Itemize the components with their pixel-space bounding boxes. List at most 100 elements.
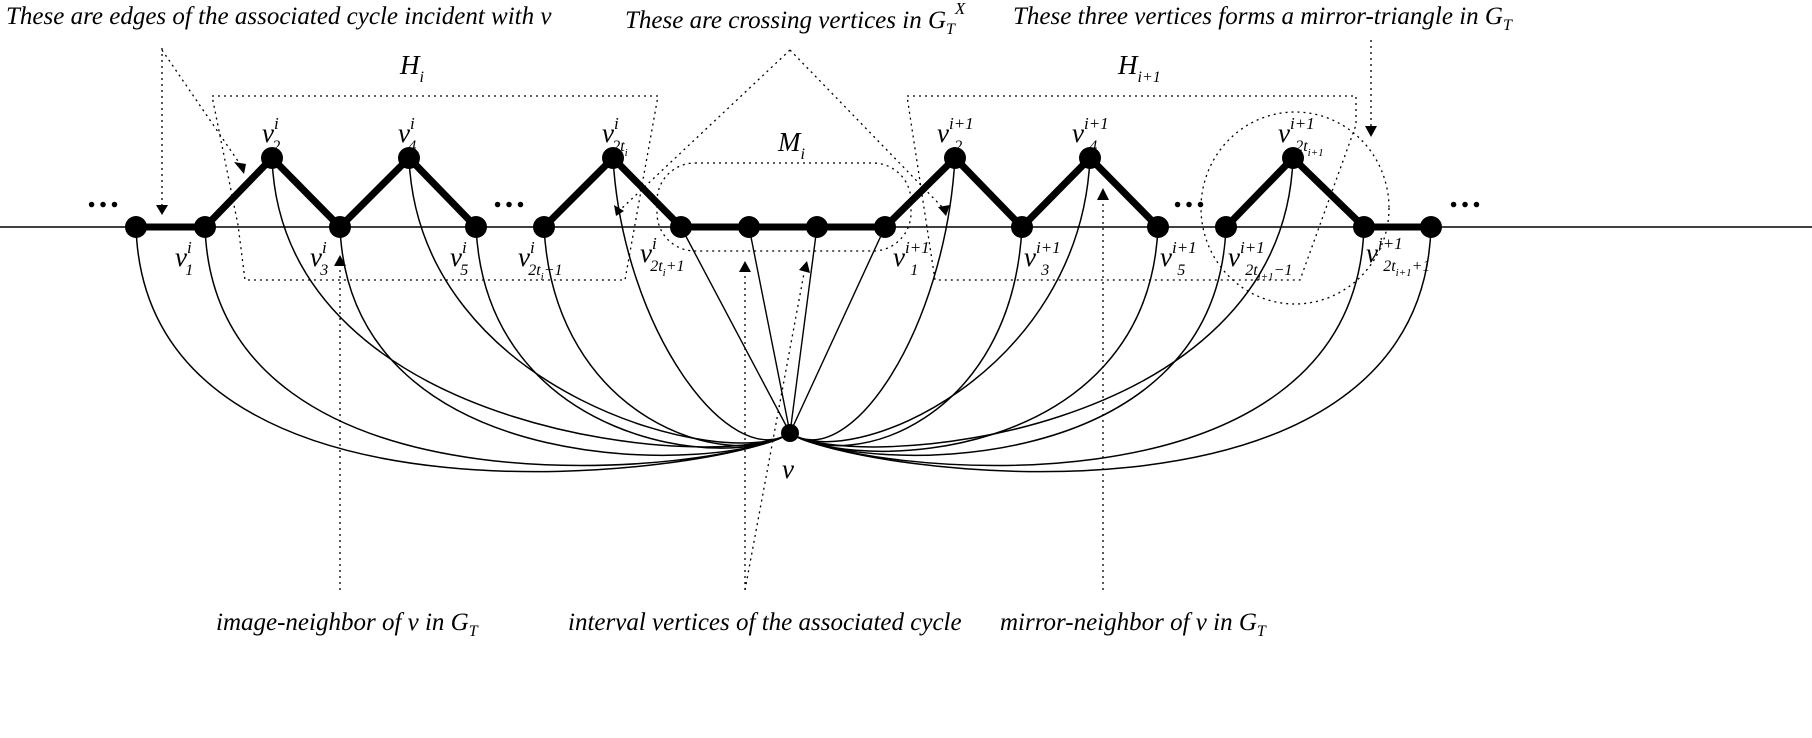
vertex-label-main: v	[175, 242, 187, 272]
mirror-neighbor-main: mirror-neighbor of v in G	[1000, 609, 1257, 636]
vertex-label-sup: i+1	[1378, 234, 1403, 253]
vertex-v3-i	[329, 216, 351, 238]
vertex-label-sup: i+1	[1172, 238, 1197, 257]
annotation-edges-of-cycle: These are edges of the associated cycle …	[6, 3, 552, 30]
vertex-label-sup: i	[187, 238, 192, 257]
vertex-label-sup: i+1	[949, 114, 974, 133]
image-neighbor-sub: T	[469, 623, 479, 640]
vertex-label-sup: i	[614, 114, 619, 133]
crossing-sub: T	[946, 21, 956, 38]
spoke-edges	[680, 226, 886, 434]
arc-edge	[789, 226, 1023, 447]
vertex-label-sub: 4	[1089, 138, 1097, 155]
label-m-i: Mi	[777, 127, 805, 163]
vertex-v1-i	[194, 216, 216, 238]
vertex-v2-i1	[944, 147, 966, 169]
label-center-v: v	[782, 454, 794, 484]
vertex-interval-2	[806, 216, 828, 238]
vertex-label-sup: i	[322, 238, 327, 257]
vertex-label-sub: 3	[1040, 262, 1049, 279]
vertex-label-sub: 2	[272, 138, 280, 155]
vertex-label-sub: 2t	[1295, 138, 1308, 155]
label-h-i1-sub: i+1	[1138, 69, 1161, 86]
vertex-label-main: v	[1024, 242, 1036, 272]
image-neighbor-main: image-neighbor of v in G	[216, 609, 469, 636]
vertex-v4-i	[398, 147, 420, 169]
spoke-edge	[789, 226, 886, 434]
vertex-v2ti-i	[602, 147, 624, 169]
mirror-triangle-circle	[1200, 111, 1390, 305]
arc-edge	[204, 226, 791, 467]
vertex-label-v2ti1: vi+1 2ti+1	[1278, 114, 1324, 159]
vertex-v1-i1	[874, 216, 896, 238]
vertex-v5-i1	[1147, 216, 1169, 238]
vertex-label-tail: +1	[1412, 258, 1431, 275]
vertex-v2-i	[261, 147, 283, 169]
vertex-label-v4i1: vi+1 4	[1072, 114, 1109, 155]
vertex-label-sub: 1	[910, 262, 918, 279]
arc-edge	[543, 226, 791, 447]
annotation-interval-vertices: interval vertices of the associated cycl…	[568, 609, 962, 636]
vertices	[125, 147, 1442, 442]
vertex-label-main: v	[1072, 118, 1084, 148]
vertex-v4-i1	[1079, 147, 1101, 169]
vertex-label-sup: i+1	[905, 238, 930, 257]
arc-edges	[135, 157, 1432, 473]
vertex-label-sub: 3	[319, 262, 328, 279]
vertex-label-v2ti: vi 2ti	[602, 114, 628, 159]
vertex-v5-i	[465, 216, 487, 238]
arrow-interval-right	[744, 267, 806, 591]
annotation-mirror-neighbor: mirror-neighbor of v in GT	[1000, 609, 1267, 640]
vertex-label-v2ti+1: vi 2ti+1	[640, 234, 685, 279]
vertex-label-v2i1: vi+1 2	[937, 114, 974, 155]
vertex-v-center	[781, 424, 799, 442]
arrowhead	[1365, 126, 1377, 137]
vertex-v2ti1-i1	[1282, 147, 1304, 169]
mirror-triangle-main: These three vertices forms a mirror-tria…	[1013, 3, 1503, 30]
vertex-label-sub: 2t	[650, 258, 663, 275]
vertex-label-sub: 4	[408, 138, 416, 155]
arc-edge	[789, 157, 956, 441]
annotation-crossing-vertices: These are crossing vertices in GTX	[625, 0, 966, 38]
vertex-label-sub: 5	[1177, 262, 1185, 279]
arc-edge	[789, 157, 1091, 443]
vertex-label-sub: 2t	[1383, 258, 1396, 275]
annotation-arrows	[156, 40, 1377, 591]
vertex-label-main: v	[310, 242, 322, 272]
ellipsis-right: …	[1448, 178, 1483, 215]
vertex-label-main: v	[893, 242, 905, 272]
vertex-v2ti1-1-i1	[1215, 216, 1237, 238]
label-h-i-main: H	[399, 50, 421, 80]
arrow-edges-to-diagonal	[161, 49, 241, 165]
vertex-v2ti+1-i	[670, 216, 692, 238]
arrowhead	[156, 205, 168, 215]
arrow-crossing-left	[619, 49, 791, 211]
box-h-i	[211, 95, 659, 281]
vertex-label-main: v	[1278, 118, 1290, 148]
arrowhead	[799, 261, 810, 273]
mirror-triangle-sub: T	[1503, 17, 1513, 34]
vertex-label-subsub: i	[541, 271, 544, 283]
crossing-sup: X	[954, 0, 966, 18]
vertex-label-v4i: vi 4	[398, 114, 416, 155]
arc-edge	[789, 226, 1159, 453]
vertex-label-main: v	[1228, 242, 1240, 272]
vertex-label-v2i: vi 2	[262, 114, 280, 155]
spoke-edge	[748, 226, 791, 434]
arrow-crossing-right	[789, 49, 946, 211]
vertex-label-sup: i+1	[1240, 238, 1265, 257]
annotation-mirror-triangle: These three vertices forms a mirror-tria…	[1013, 3, 1513, 34]
vertex-left-outer	[125, 216, 147, 238]
vertex-label-main: v	[450, 242, 462, 272]
ellipsis-left: …	[86, 178, 121, 215]
arrowhead	[614, 205, 624, 216]
vertex-label-sup: i+1	[1084, 114, 1109, 133]
spoke-edge	[680, 226, 791, 434]
spoke-edge	[789, 226, 818, 434]
arrowhead	[334, 255, 346, 266]
vertex-label-v5i1: vi+1 5	[1160, 238, 1197, 279]
vertex-label-main: v	[518, 242, 530, 272]
annotation-image-neighbor: image-neighbor of v in GT	[216, 609, 479, 640]
vertex-label-sub: 1	[185, 262, 193, 279]
